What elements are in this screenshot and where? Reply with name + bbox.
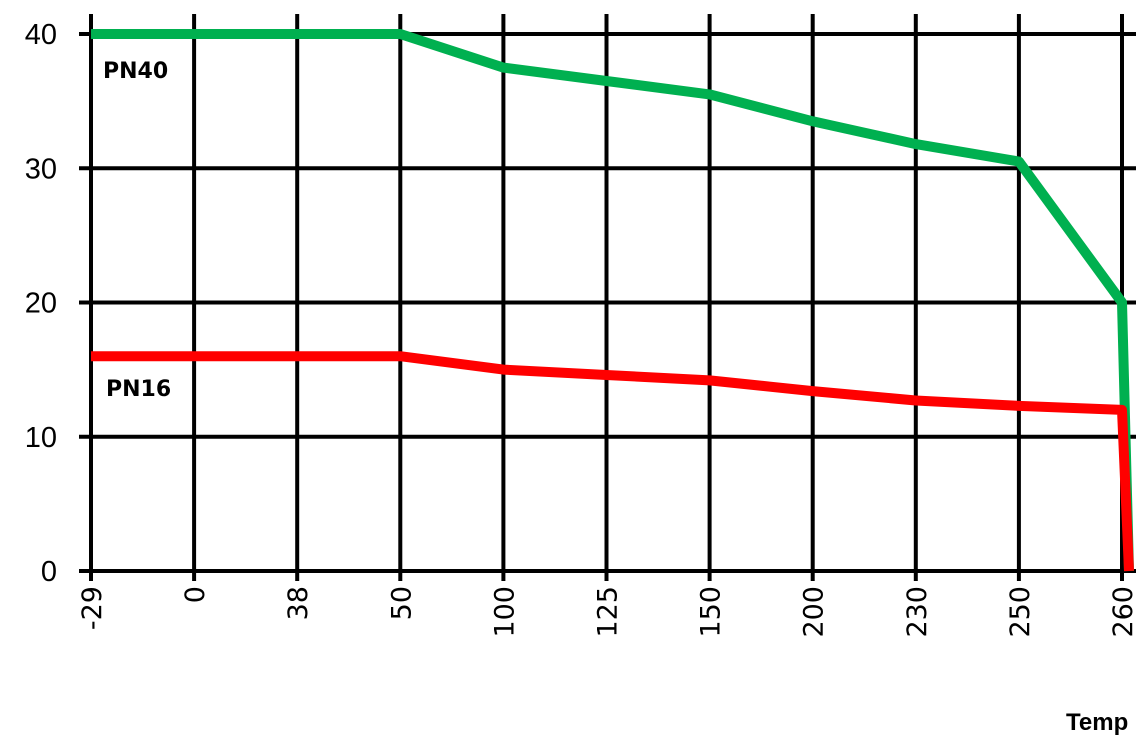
grid	[79, 14, 1136, 581]
x-tick-label: 125	[593, 586, 624, 638]
x-tick-labels: -29 0 38 50 100 125 150 200 230 250 260	[77, 586, 1136, 638]
y-tick-labels: 0 10 20 30 40	[25, 19, 57, 588]
x-axis-title: Temp	[1066, 709, 1128, 736]
y-tick-label: 20	[25, 288, 57, 320]
x-tick-label: 230	[902, 586, 933, 638]
x-tick-label: 260	[1108, 586, 1136, 638]
y-tick-label: 0	[41, 556, 57, 588]
x-tick-label: -29	[77, 586, 108, 630]
x-tick-label: 38	[283, 586, 314, 620]
x-tick-label: 50	[386, 586, 417, 620]
series-label-pn40: PN40	[103, 59, 168, 84]
series-line-pn16	[91, 351, 1134, 572]
y-tick-label: 10	[25, 422, 57, 454]
x-tick-label: 250	[1005, 586, 1036, 638]
y-tick-label: 30	[25, 153, 57, 185]
y-tick-label: 40	[25, 19, 57, 51]
series-lines	[91, 29, 1134, 572]
series-labels: PN40 PN16	[103, 59, 171, 402]
x-tick-label: 150	[696, 586, 727, 638]
x-tick-label: 0	[180, 586, 211, 603]
x-tick-label: 100	[489, 586, 520, 638]
series-line-pn40	[91, 29, 1134, 572]
x-tick-label: 200	[799, 586, 830, 638]
series-label-pn16: PN16	[106, 377, 171, 402]
